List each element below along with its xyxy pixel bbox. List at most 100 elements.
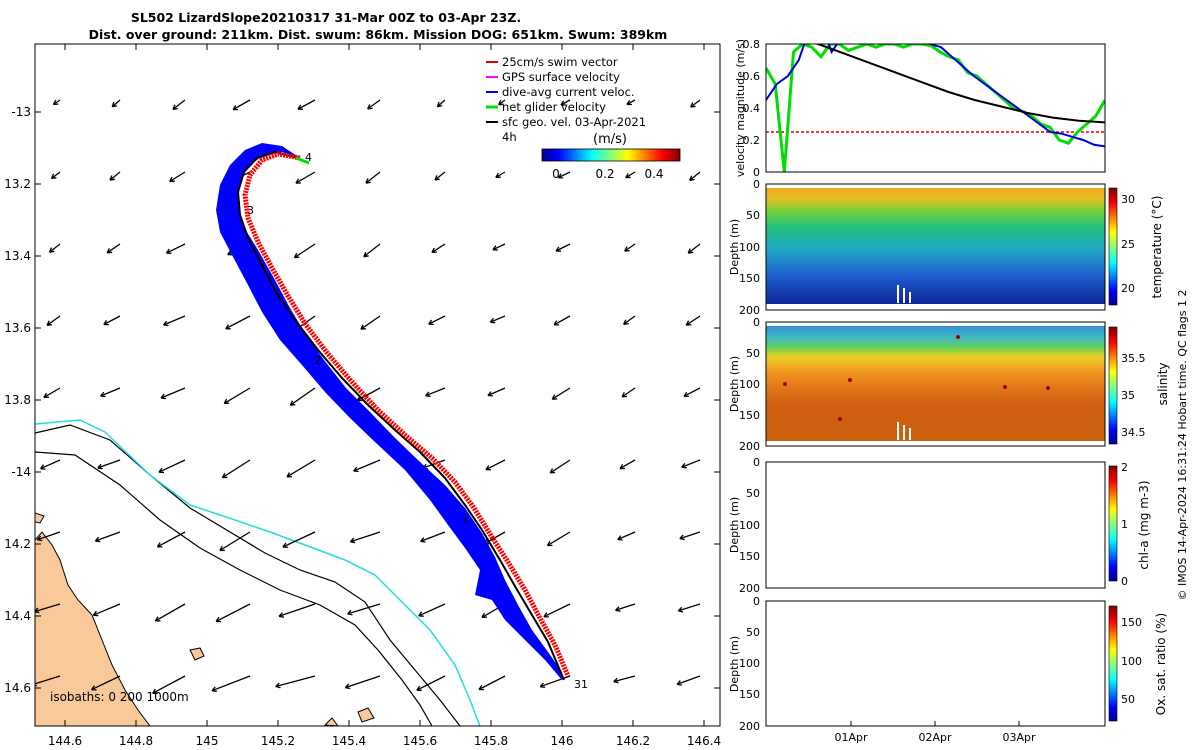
salinity-panel: 0 50 100 150 200 Depth (m) 35.5 35 34.5 … [728,316,1170,453]
y-tick-label: 150 [739,272,760,285]
temperature-frame [765,183,1106,311]
velocity-arrow [436,99,446,108]
velocity-arrow [297,99,316,110]
oxygen-colorbar [1108,605,1118,722]
velocity-arrow [90,675,121,691]
velocity-arrow [543,603,571,618]
glider-track [236,150,565,681]
isobath-0m [35,451,433,726]
velocity-arrow [347,603,381,616]
velocity-arrow [43,387,61,399]
velocity-arrow [219,531,251,552]
velocity-arrow [344,675,381,690]
velocity-arrow [625,171,636,179]
temperature-colorbar-label: temperature (°C) [1150,196,1164,299]
velocity-arrow [111,99,121,108]
y-tick-label: 0 [753,456,760,469]
x-tick-label: 145.2 [261,734,295,748]
velocity-panel: 0.8 0.6 0.4 0.2 0 velocity magnitude (m/… [734,38,1106,179]
velocity-arrow [489,315,506,324]
map-x-tick-labels: 144.6 144.8 145 145.2 145.4 145.6 145.8 … [48,734,721,748]
oxygen-panel: 0 50 100 150 200 Depth (m) 150 100 50 Ox… [728,595,1168,744]
y-tick-label: 14.6 [4,681,31,695]
x-tick-label: 146.2 [616,734,650,748]
y-tick-label: 50 [746,626,760,639]
y-tick-label: 14.2 [4,537,31,551]
day-label: 4 [305,151,312,164]
isobath-200m [35,424,461,726]
colorbar-tick: 35.5 [1121,352,1146,365]
velocity-arrow [94,531,121,543]
chla-panel: 0 50 100 150 200 Depth (m) 2 1 0 chl-a (… [728,456,1151,595]
y-tick-label: 0.6 [743,70,761,83]
credit-text: © IMOS 14-Apr-2024 16:31:24 Hobart time.… [1176,290,1189,601]
chla-frame [765,461,1106,589]
velocity-arrow [35,675,61,687]
x-tick-label: 146.4 [687,734,721,748]
y-tick-label: 0 [753,316,760,329]
surface-velocity-arrows [35,99,701,750]
velocity-series [766,44,1105,172]
velocity-arrow [690,99,701,108]
velocity-arrow [677,603,701,613]
velocity-arrow [282,531,316,548]
velocity-arrow [36,531,61,542]
figure-subtitle: Dist. over ground: 211km. Dist. swum: 86… [89,27,668,42]
x-tick-label: 144.6 [48,734,82,748]
colorbar-tick: 35 [1121,389,1135,402]
x-tick-label: 145.6 [403,734,437,748]
colorbar-tick: 2 [1121,461,1128,474]
velocity-arrow [676,675,701,686]
y-tick-label: 100 [739,241,760,254]
y-tick-label: 200 [739,720,760,733]
velocity-arrow [149,745,185,750]
velocity-arrow [363,243,381,258]
profile-gaps [897,422,911,440]
velocity-arrow [487,387,506,397]
y-tick-label: 150 [739,550,760,563]
legend-label: dive-avg current veloc. [502,85,635,99]
velocity-arrow [165,243,186,254]
velocity-arrow [162,315,186,327]
velocity-series-line [766,44,1105,172]
colorbar-tick: 25 [1121,238,1135,251]
glider-track-current [216,143,562,680]
velocity-series-line [766,44,1105,148]
colorbar-tick: 50 [1121,693,1135,706]
y-tick-label: 0.2 [743,134,761,147]
y-tick-label: 100 [739,657,760,670]
y-tick-label: 50 [746,209,760,222]
y-tick-label: 0 [753,178,760,191]
velocity-arrow [416,675,446,691]
outlier-point [838,417,842,421]
velocity-arrow [275,675,316,689]
velocity-arrow [158,459,186,474]
velocity-arrow [485,459,506,471]
velocity-arrow [615,603,636,612]
velocity-arrow [683,387,701,398]
map-frame [34,43,721,727]
y-tick-label: 13.2 [4,177,31,191]
y-tick-label: 50 [746,487,760,500]
depth-ylabel: Depth (m) [728,219,741,275]
velocity-arrow [560,99,571,106]
y-tick-label: 13.8 [4,393,31,407]
chla-colorbar [1108,465,1118,582]
velocity-arrow [365,171,381,184]
temperature-field [766,184,1105,310]
x-tick-label: 03Apr [1002,731,1036,744]
velocity-arrow [50,171,61,180]
velocity-arrow [349,531,381,544]
colorbar-tick: 0 [552,167,560,181]
y-tick-label: 200 [739,440,760,453]
velocity-arrow [425,387,446,397]
velocity-arrow [295,171,316,184]
x-tick-label: 146 [551,734,574,748]
y-tick-label: 200 [739,582,760,595]
profile-bottom-edge [766,441,1105,446]
map-axis-ticks [35,44,720,726]
y-tick-label: 14.4 [4,609,31,623]
outlier-point [1003,385,1007,389]
velocity-arrow [689,171,701,182]
velocity-arrow [39,459,61,470]
